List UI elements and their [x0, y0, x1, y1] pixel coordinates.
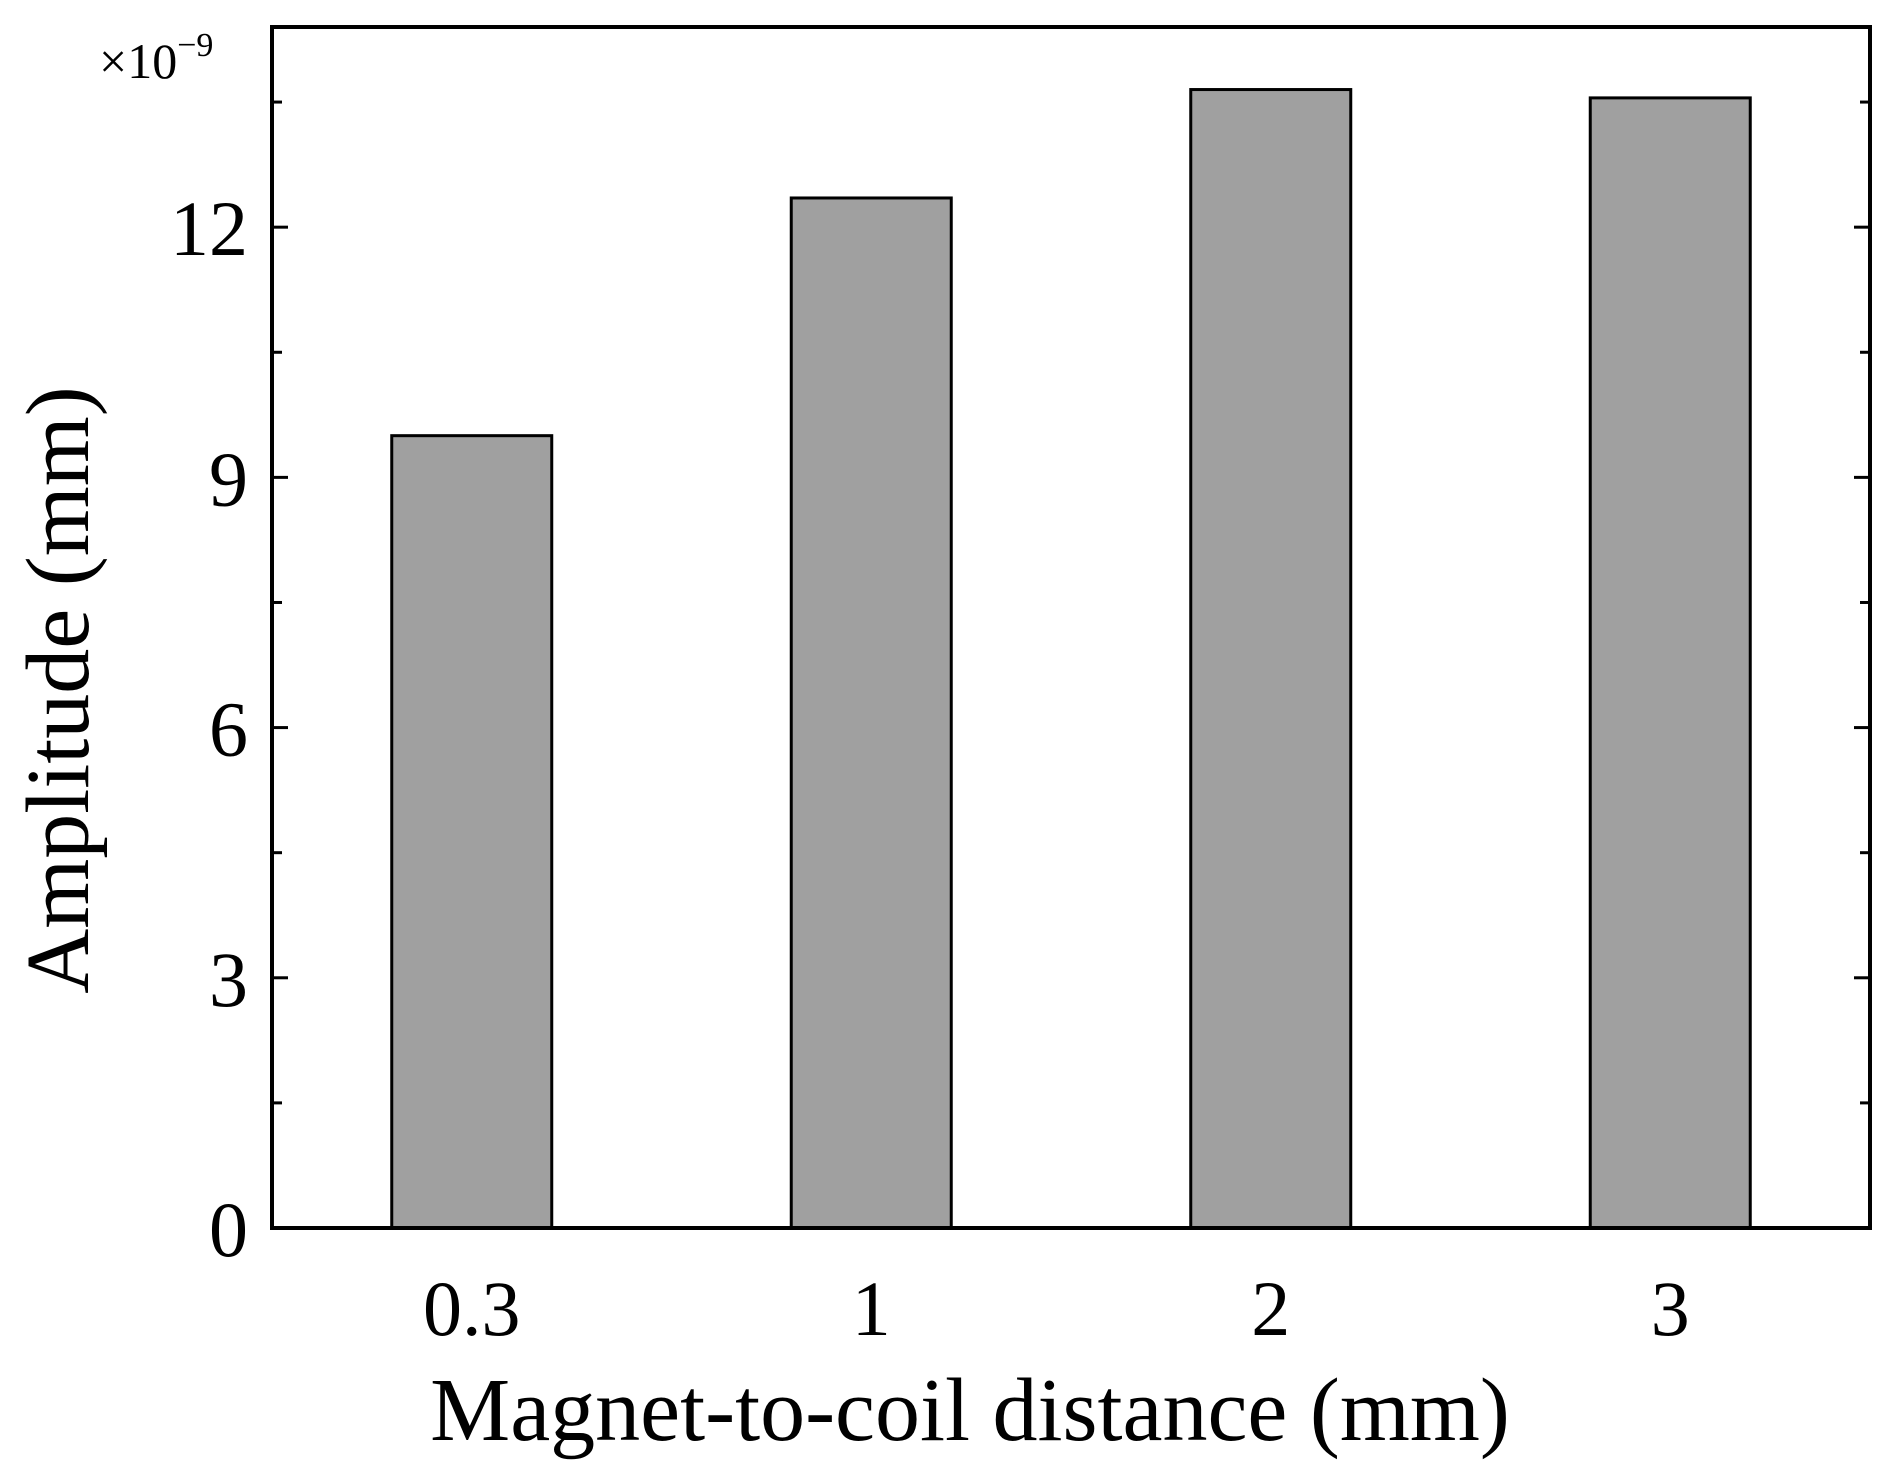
y-tick-label: 0	[209, 1186, 248, 1273]
y-tick-label: 3	[209, 936, 248, 1023]
bar-1	[789, 196, 953, 1230]
x-tick-label: 2	[1251, 1265, 1290, 1352]
bar-2	[1189, 88, 1353, 1230]
x-axis-label: Magnet-to-coil distance (mm)	[430, 1361, 1510, 1460]
y-tick-label: 12	[170, 185, 248, 272]
y-tick-label: 6	[209, 686, 248, 773]
scale-exponent: −9	[177, 27, 213, 64]
plot-frame	[270, 25, 1872, 1230]
x-tick-label: 1	[852, 1265, 891, 1352]
bars-group	[390, 88, 1752, 1230]
x-tick-label: 3	[1651, 1265, 1690, 1352]
bar-0.3	[390, 434, 554, 1230]
y-tick-label: 9	[209, 435, 248, 522]
x-axis-ticks: 0.3 1 2 3	[423, 1265, 1690, 1352]
scale-base: ×10	[99, 33, 177, 89]
y-axis-ticks: 0 3 6 9 12	[170, 100, 1870, 1273]
x-tick-label: 0.3	[423, 1265, 521, 1352]
bar-3	[1588, 96, 1752, 1230]
axis-scale-multiplier: ×10−9	[99, 27, 213, 89]
y-axis-label: Amplitude (mm)	[9, 386, 108, 993]
